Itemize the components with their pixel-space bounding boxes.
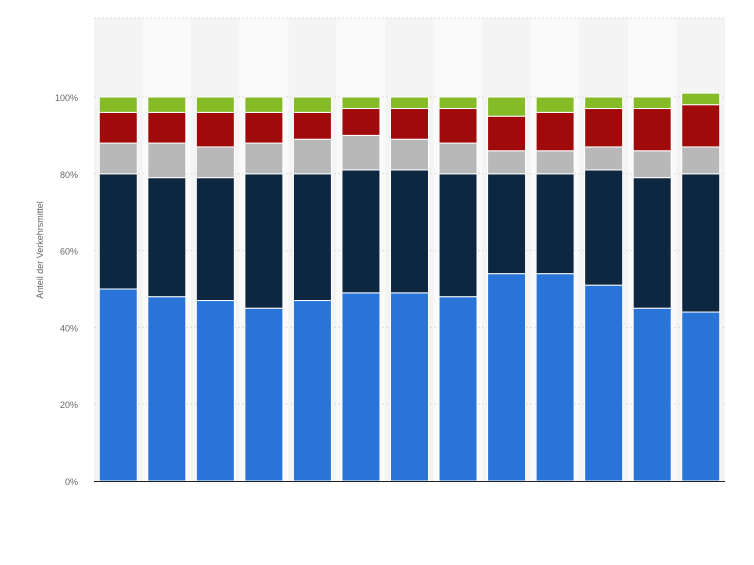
bar-segment-2 [147,177,187,298]
bar-segment-1 [438,296,478,482]
bar-segment-4 [195,111,235,148]
bar-segment-5 [535,96,575,113]
bar-segment-5 [341,96,381,110]
y-tick-label: 0% [65,477,78,487]
bar-segment-2 [98,173,138,290]
bar-segment-4 [292,111,332,140]
bar-segment-1 [681,311,721,482]
y-tick-labels: 0% 20% 40% 60% 80% 100% [55,93,78,487]
bar-segment-3 [535,150,575,175]
bars [98,92,721,482]
bar-segment-1 [584,284,624,482]
bar-segment-1 [195,300,235,482]
bar-segment-4 [632,108,672,152]
y-tick-label: 100% [55,93,78,103]
bar-segment-5 [438,96,478,110]
bar-segment-1 [390,292,429,482]
bar-segment-5 [487,96,527,117]
bar-segment-3 [632,150,672,179]
bar-segment-4 [487,115,527,152]
bar-segment-4 [147,111,187,144]
bar-segment-2 [438,173,478,298]
bar-segment-4 [535,111,575,152]
bar-segment-4 [438,108,478,144]
bar-segment-3 [438,142,478,175]
y-tick-label: 40% [60,323,78,333]
bar-segment-2 [244,173,284,309]
bar-segment-3 [244,142,284,175]
y-tick-label: 80% [60,170,78,180]
bar-segment-1 [147,296,187,482]
bar-segment-4 [341,108,381,136]
bar-segment-2 [584,169,624,286]
bar-segment-5 [632,96,672,110]
bar-segment-2 [681,173,721,313]
bar-segment-5 [292,96,332,113]
bar-segment-4 [98,111,138,144]
bar-segment-3 [681,146,721,175]
y-tick-label: 60% [60,247,78,257]
bar-segment-2 [390,169,429,294]
bar-segment-5 [681,92,721,106]
bar-segment-4 [244,111,284,144]
bar-segment-3 [341,134,381,171]
bar-segment-1 [292,300,332,482]
bar-segment-3 [584,146,624,171]
y-axis-label: Anteil der Verkehrsmittel [35,201,45,299]
bar-segment-1 [341,292,381,482]
bar-segment-2 [535,173,575,275]
bar-segment-1 [487,273,527,482]
bar-segment-4 [390,108,429,140]
bar-segment-5 [195,96,235,113]
bar-segment-3 [147,142,187,179]
bar-segment-2 [195,177,235,302]
bar-segment-5 [147,96,187,113]
bar-segment-5 [244,96,284,113]
bar-segment-1 [244,307,284,482]
bar-segment-4 [681,104,721,148]
bar-segment-3 [195,146,235,179]
bar-segment-2 [632,177,672,309]
bar-segment-4 [584,108,624,148]
bar-segment-3 [98,142,138,175]
bar-segment-5 [584,96,624,110]
bar-segment-1 [632,307,672,482]
bar-segment-5 [390,96,429,110]
bar-segment-3 [292,138,332,175]
bar-segment-2 [341,169,381,294]
bar-segment-3 [487,150,527,175]
bar-segment-1 [98,288,138,482]
y-tick-label: 20% [60,400,78,410]
bar-segment-3 [390,138,429,171]
bar-segment-2 [487,173,527,275]
bar-segment-2 [292,173,332,302]
bar-segment-1 [535,273,575,482]
bar-segment-5 [98,96,138,113]
